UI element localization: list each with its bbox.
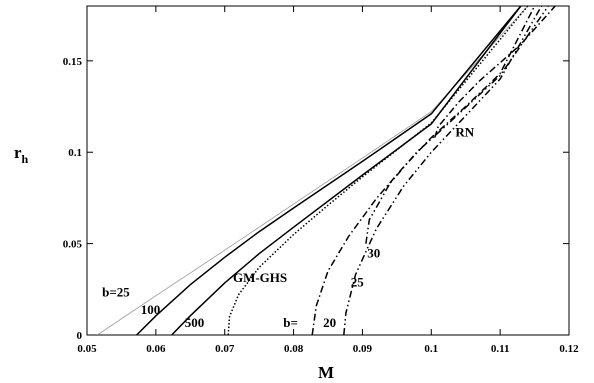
- annotation-2: 100: [141, 302, 161, 317]
- tick-layer: 0.05 0.06 0.07 0.08 0.09 0.1 0.11 0.1200.050.10…: [63, 6, 579, 355]
- annotation-8: 30: [367, 245, 380, 260]
- annotation-6: 20: [323, 315, 336, 330]
- series-line-3: [171, 6, 522, 335]
- x-tick-label: 0.1: [424, 343, 438, 355]
- annotation-1: b=25: [102, 285, 130, 300]
- series-line-6: [343, 6, 543, 335]
- annotation-4: GM-GHS: [233, 270, 287, 285]
- annotation-5: b=: [283, 315, 298, 330]
- y-tick-label: 0.15: [63, 56, 83, 68]
- series-line-5: [311, 6, 536, 335]
- x-axis-title: M: [318, 363, 334, 382]
- series-line-1: [97, 6, 528, 335]
- x-tick-label: 0.05: [77, 343, 97, 355]
- annotation-7: 25: [351, 275, 365, 290]
- series-line-2: [136, 6, 522, 335]
- x-tick-label: 0.08: [284, 343, 304, 355]
- y-axis-title-sub: h: [22, 152, 29, 166]
- x-tick-label: 0.09: [353, 343, 373, 355]
- y-tick-label: 0: [77, 330, 83, 342]
- annotation-9: RN: [455, 125, 474, 140]
- series-line-8: [433, 6, 556, 138]
- x-tick-label: 0.12: [559, 343, 579, 355]
- x-tick-label: 0.07: [215, 343, 235, 355]
- y-axis-title-main: r: [14, 143, 22, 162]
- series-line-7: [365, 6, 549, 244]
- series-line-4: [227, 6, 529, 335]
- x-tick-label: 0.06: [146, 343, 166, 355]
- series-layer: [97, 6, 556, 335]
- annotation-3: 500: [185, 315, 205, 330]
- y-axis-title: rh: [14, 143, 29, 166]
- y-tick-label: 0.05: [63, 239, 83, 251]
- x-tick-label: 0.11: [491, 343, 510, 355]
- plot-frame: [86, 5, 570, 336]
- y-tick-label: 0.1: [68, 147, 82, 159]
